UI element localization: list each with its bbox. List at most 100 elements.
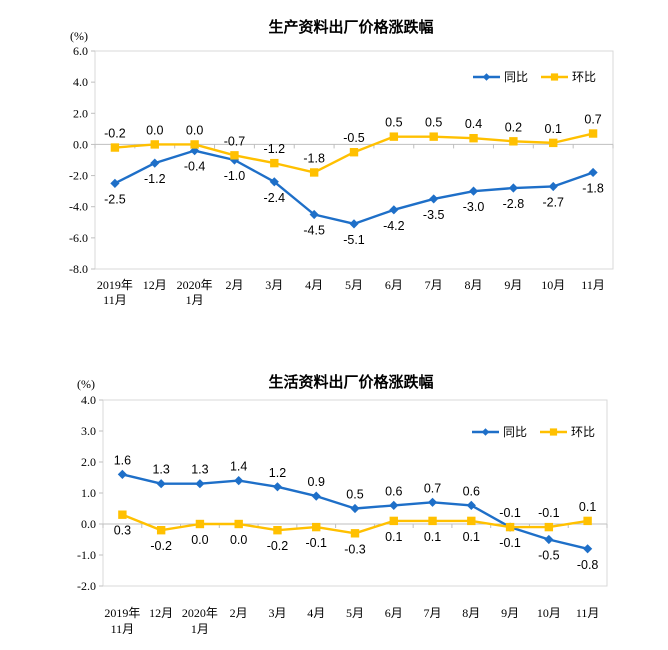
x-axis-label: 1月 — [191, 622, 209, 636]
y-axis-tick-label: -2.0 — [69, 169, 88, 183]
y-axis-tick-label: 0.0 — [73, 137, 88, 151]
x-axis-label: 8月 — [462, 606, 480, 620]
data-point-marker-mom — [190, 140, 199, 149]
data-point-label-mom: 0.1 — [385, 530, 402, 544]
data-point-marker-yoy — [548, 181, 558, 192]
data-point-label-mom: -1.2 — [264, 142, 286, 156]
data-point-label-yoy: -2.5 — [104, 192, 126, 206]
data-point-label-mom: -0.2 — [150, 539, 172, 553]
data-point-marker-mom — [150, 140, 159, 149]
data-point-marker-mom — [309, 168, 319, 177]
legend-marker-yoy — [481, 428, 490, 436]
data-point-marker-yoy — [508, 183, 518, 193]
data-point-label-yoy: -1.0 — [224, 169, 246, 183]
data-point-marker-mom — [389, 516, 398, 526]
data-point-label-mom: 0.1 — [545, 122, 562, 136]
data-point-label-mom: -0.7 — [224, 134, 246, 148]
data-point-label-mom: 0.0 — [230, 533, 247, 547]
y-axis-unit-label: (%) — [77, 377, 95, 391]
data-point-label-mom: -0.1 — [305, 536, 327, 550]
x-axis-label: 10月 — [537, 606, 561, 620]
data-point-marker-mom — [195, 519, 205, 529]
data-point-marker-yoy — [272, 482, 283, 492]
plot-border — [94, 50, 614, 270]
data-point-label-yoy: 0.9 — [308, 475, 325, 489]
x-axis-label: 2019年 — [104, 606, 140, 620]
data-point-label-mom: -0.3 — [344, 542, 366, 556]
legend-marker-mom — [549, 428, 558, 436]
data-point-label-yoy: -0.8 — [577, 558, 599, 572]
data-point-marker-mom — [549, 138, 558, 148]
data-point-marker-mom — [469, 134, 478, 143]
data-point-label-yoy: -0.5 — [538, 549, 560, 563]
data-point-marker-mom — [389, 132, 399, 141]
data-point-marker-yoy — [195, 479, 205, 489]
y-axis-tick-label: 1.0 — [81, 486, 96, 500]
data-point-marker-mom — [273, 526, 282, 535]
x-axis-label: 2019年 — [97, 278, 133, 292]
x-axis-label: 9月 — [501, 606, 519, 620]
data-point-label-mom: 0.0 — [146, 123, 163, 137]
y-axis-tick-label: -1.0 — [77, 548, 96, 562]
data-point-label-yoy: 1.2 — [269, 466, 286, 480]
data-point-label-yoy: 1.4 — [230, 460, 247, 474]
x-axis-label: 11月 — [103, 293, 127, 307]
x-axis-label: 7月 — [424, 606, 442, 620]
data-point-marker-mom — [270, 158, 279, 168]
x-axis-label: 2020年 — [182, 606, 218, 620]
data-point-marker-mom — [428, 516, 437, 526]
data-point-label-mom: 0.3 — [114, 524, 131, 538]
data-point-label-mom: 0.1 — [424, 530, 441, 544]
legend-label-mom: 环比 — [572, 70, 596, 84]
x-axis-label: 11月 — [576, 606, 600, 620]
y-axis-tick-label: 2.0 — [73, 106, 88, 120]
data-point-label-yoy: 0.6 — [463, 484, 480, 498]
data-point-label-yoy: -2.4 — [264, 191, 286, 205]
x-axis-label: 7月 — [425, 278, 443, 292]
data-point-label-yoy: 1.3 — [191, 463, 208, 477]
data-point-marker-mom — [505, 522, 515, 532]
y-axis-tick-label: 4.0 — [81, 393, 96, 407]
y-axis-tick-label: -6.0 — [69, 231, 88, 245]
data-point-marker-yoy — [427, 497, 438, 507]
data-point-marker-mom — [509, 137, 518, 146]
producer-goods-price-plot: 6.04.02.00.0-2.0-4.0-6.0-8.0(%)2019年11月1… — [69, 29, 614, 307]
data-point-marker-mom — [583, 516, 592, 526]
data-point-label-mom: 0.1 — [579, 500, 596, 514]
producer-chart-title: 生产资料出厂价格涨跌幅 — [268, 19, 434, 36]
data-point-label-mom: 0.5 — [385, 116, 402, 130]
data-point-marker-yoy — [110, 178, 120, 188]
x-axis-label: 11月 — [111, 622, 135, 636]
x-axis-label: 11月 — [581, 278, 605, 292]
data-point-label-mom: -0.1 — [499, 536, 521, 550]
data-point-label-yoy: 0.6 — [385, 484, 402, 498]
x-axis-label: 3月 — [268, 606, 286, 620]
data-point-marker-mom — [312, 522, 321, 532]
y-axis-unit-label: (%) — [70, 29, 88, 43]
x-axis-label: 2020年 — [177, 278, 213, 292]
x-axis-label: 10月 — [541, 278, 565, 292]
legend-marker-yoy — [482, 73, 491, 81]
x-axis-label: 12月 — [143, 278, 167, 292]
data-point-marker-yoy — [429, 194, 439, 204]
data-point-label-mom: -0.5 — [343, 131, 365, 145]
consumer-chart-title: 生活资料出厂价格涨跌幅 — [268, 374, 434, 391]
data-point-marker-yoy — [389, 205, 399, 215]
y-axis-tick-label: -8.0 — [69, 262, 88, 276]
y-axis-tick-label: -2.0 — [77, 579, 96, 593]
data-point-label-yoy: 0.5 — [346, 488, 363, 502]
data-point-marker-yoy — [583, 544, 593, 554]
data-point-label-yoy: 1.3 — [152, 463, 169, 477]
consumer-goods-price-plot: 4.0 3.0 2.0 1.0 0.0 -1.0 -2.0 (%) 2019年 11月 12月 202… — [77, 377, 608, 636]
x-axis-label: 1月 — [186, 293, 204, 307]
x-axis-label: 12月 — [149, 606, 173, 620]
legend-label-yoy: 同比 — [504, 70, 528, 84]
data-point-marker-yoy — [588, 167, 598, 178]
data-point-label-mom: 0.0 — [191, 533, 208, 547]
data-point-marker-yoy — [466, 500, 476, 510]
y-axis-tick-label: 2.0 — [81, 455, 96, 469]
data-point-label-mom: -1.8 — [303, 151, 325, 165]
x-axis-label: 2月 — [230, 606, 248, 620]
x-axis-label: 4月 — [307, 606, 325, 620]
data-point-label-mom: -0.1 — [538, 506, 560, 520]
